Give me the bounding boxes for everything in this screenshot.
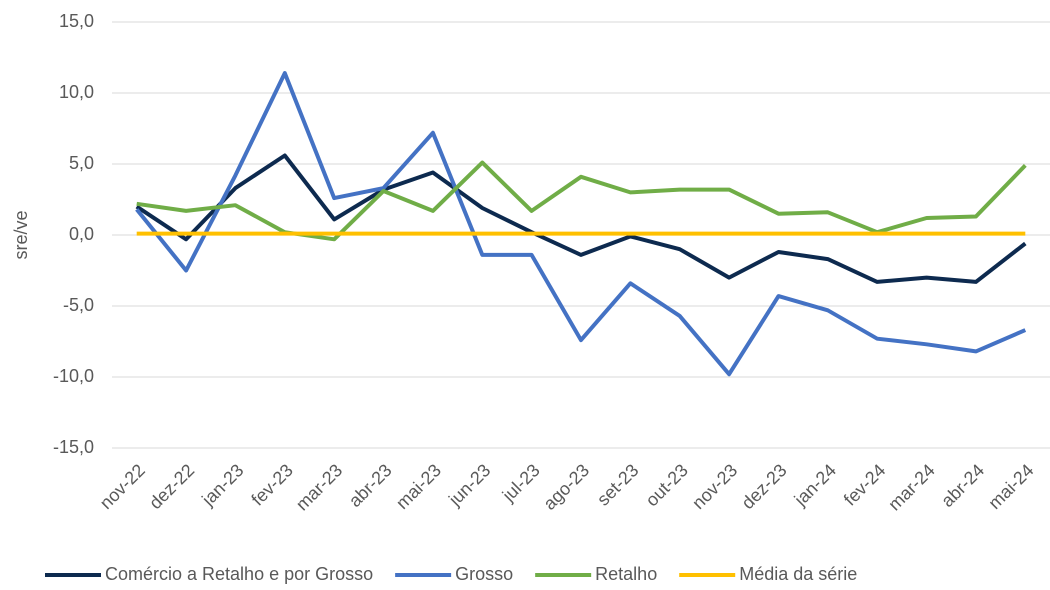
y-tick-label: 15,0	[59, 11, 94, 31]
x-tick-label: abr-24	[937, 460, 988, 511]
x-tick-label: jan-23	[197, 460, 247, 510]
x-tick-label: ago-23	[539, 460, 593, 514]
series-line	[135, 153, 1027, 284]
x-tick-label: fev-24	[840, 460, 890, 510]
x-tick-label: jun-23	[444, 460, 494, 510]
y-tick-label: -5,0	[63, 295, 94, 315]
x-tick-label: mai-23	[392, 460, 445, 513]
y-tick-label: -10,0	[53, 366, 94, 386]
y-tick-label: -15,0	[53, 437, 94, 457]
legend-label: Média da série	[739, 564, 857, 584]
x-tick-label: mar-23	[292, 460, 346, 514]
x-tick-label: out-23	[642, 460, 692, 510]
y-tick-label: 10,0	[59, 82, 94, 102]
series-line	[135, 71, 1027, 377]
x-tick-label: set-23	[593, 460, 643, 510]
x-tick-label: nov-23	[688, 460, 741, 513]
legend-label: Grosso	[455, 564, 513, 584]
x-tick-label: abr-23	[345, 460, 396, 511]
x-tick-label: jul-23	[498, 460, 544, 506]
x-tick-label: dez-23	[738, 460, 791, 513]
y-axis-label: sre/ve	[11, 210, 31, 259]
legend-label: Comércio a Retalho e por Grosso	[105, 564, 373, 584]
y-tick-label: 0,0	[69, 224, 94, 244]
x-tick-label: jan-24	[790, 460, 840, 510]
series-line	[136, 160, 1027, 242]
x-tick-label: fev-23	[247, 460, 297, 510]
x-tick-label: nov-22	[96, 460, 149, 513]
y-tick-label: 5,0	[69, 153, 94, 173]
legend-label: Retalho	[595, 564, 657, 584]
x-tick-label: mai-24	[984, 460, 1037, 513]
x-tick-label: mar-24	[884, 460, 938, 514]
x-tick-label: dez-22	[145, 460, 198, 513]
